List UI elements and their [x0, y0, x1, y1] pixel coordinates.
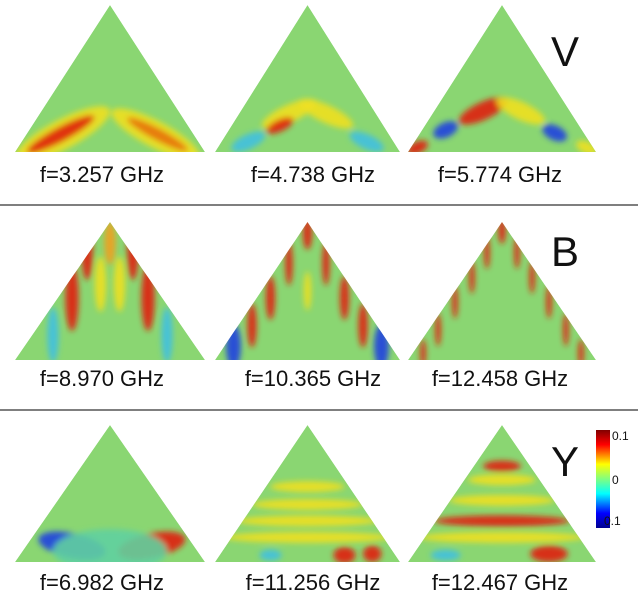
field-lobe	[563, 313, 569, 347]
field-pattern	[408, 97, 596, 152]
field-lobe	[333, 546, 356, 562]
row-label: B	[551, 228, 579, 275]
field-lobe	[358, 303, 368, 348]
field-lobe	[484, 235, 490, 269]
row-label: Y	[551, 438, 579, 485]
field-lobe	[339, 275, 350, 320]
field-pattern	[38, 529, 186, 562]
mode-profile	[15, 425, 205, 562]
frequency-caption: f=10.365 GHz	[245, 366, 381, 391]
field-lobe	[349, 131, 384, 152]
field-lobe	[529, 260, 535, 294]
field-lobe	[65, 264, 79, 332]
field-lobe	[231, 131, 266, 152]
field-lobe	[363, 545, 382, 562]
row-label: V	[551, 28, 579, 75]
frequency-caption: f=5.774 GHz	[438, 162, 562, 187]
field-lobe	[141, 264, 155, 332]
frequency-caption: f=3.257 GHz	[40, 162, 164, 187]
field-lobe	[226, 324, 241, 360]
mode-profile	[15, 222, 205, 360]
field-lobe	[104, 222, 116, 265]
triangle	[215, 425, 400, 562]
mode-profile	[15, 5, 205, 152]
triangle	[408, 222, 596, 360]
triangle	[408, 5, 596, 152]
field-lobe	[435, 313, 441, 347]
field-lobe	[127, 224, 139, 280]
field-lobe	[161, 307, 173, 360]
field-lobe	[374, 324, 389, 360]
colorbar-label: 0	[612, 473, 619, 487]
field-lobe	[459, 97, 508, 125]
field-lobe	[498, 222, 506, 245]
field-lobe	[419, 531, 585, 543]
field-lobe	[578, 339, 584, 360]
frequency-caption: f=8.970 GHz	[40, 366, 164, 391]
field-lobe	[322, 241, 330, 286]
field-pattern	[224, 481, 391, 562]
field-lobe	[47, 307, 59, 360]
field-lobe	[542, 124, 567, 142]
field-lobe	[259, 549, 282, 561]
field-pattern	[419, 460, 585, 562]
field-lobe	[468, 474, 536, 486]
mode-profile	[408, 425, 596, 562]
triangle	[15, 5, 205, 152]
frequency-caption: f=6.982 GHz	[40, 570, 164, 595]
field-lobe	[530, 545, 568, 562]
frequency-caption: f=4.738 GHz	[251, 162, 375, 187]
field-lobe	[433, 121, 458, 139]
field-lobe	[434, 515, 570, 527]
frequency-caption: f=11.256 GHz	[246, 570, 381, 595]
colorbar-label: 0.1	[612, 429, 629, 443]
mode-profile	[408, 5, 596, 152]
field-lobe	[237, 515, 378, 527]
field-lobe	[285, 241, 293, 286]
field-lobe	[266, 117, 294, 134]
triangle	[15, 425, 205, 562]
field-lobe	[420, 339, 426, 360]
field-lobe	[449, 494, 555, 506]
mode-profile	[215, 222, 400, 360]
frequency-caption: f=12.458 GHz	[432, 366, 568, 391]
field-lobe	[224, 531, 391, 543]
field-lobe	[53, 529, 167, 562]
field-lobe	[430, 549, 461, 561]
field-lobe	[252, 498, 363, 510]
field-lobe	[265, 275, 276, 320]
field-lobe	[247, 303, 257, 348]
triangle	[215, 5, 400, 152]
field-lobe	[94, 256, 107, 312]
colorbar-label: 0.1	[604, 514, 621, 528]
field-lobe	[81, 224, 93, 280]
field-pattern	[231, 98, 384, 152]
field-lobe	[298, 98, 354, 129]
field-lobe	[496, 97, 545, 125]
frequency-caption: f=12.467 GHz	[432, 570, 568, 595]
field-lobe	[127, 117, 188, 152]
field-lobe	[452, 285, 458, 319]
triangle	[15, 222, 205, 360]
field-lobe	[302, 222, 313, 250]
field-pattern	[15, 106, 200, 152]
triangle	[408, 425, 596, 562]
field-lobe	[303, 271, 312, 311]
field-lobe	[546, 285, 552, 319]
field-lobe	[26, 115, 95, 152]
field-lobe	[514, 235, 520, 269]
field-lobe	[469, 260, 475, 294]
field-lobe	[113, 256, 126, 312]
mode-profile	[215, 5, 400, 152]
field-lobe	[270, 481, 345, 493]
colorbar	[596, 430, 610, 528]
mode-profile	[215, 425, 400, 562]
field-lobe	[483, 460, 521, 472]
